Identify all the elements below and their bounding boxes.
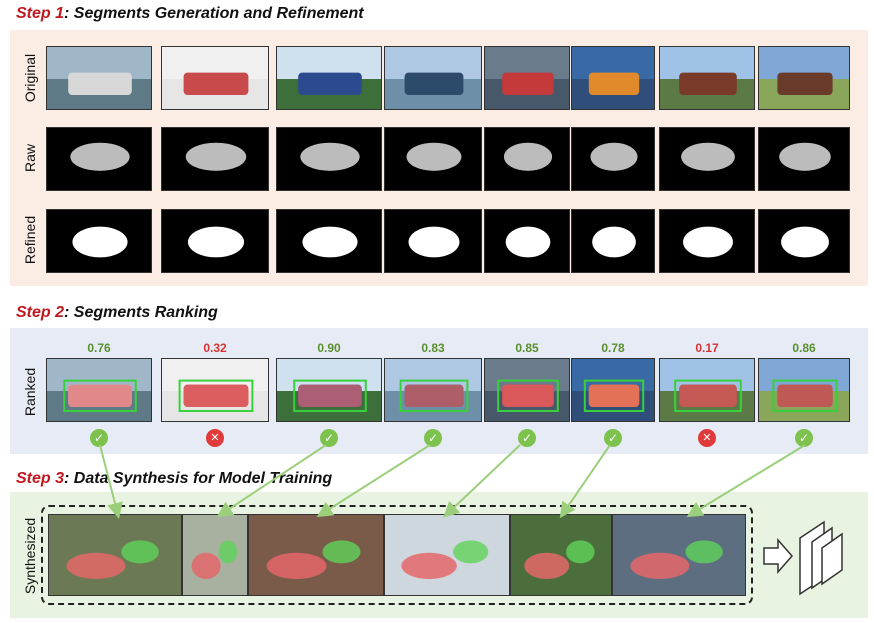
step2-number: Step 2 (16, 304, 65, 321)
step1-title: Step 1: Segments Generation and Refineme… (16, 5, 364, 23)
synthesized-tile (384, 514, 510, 596)
step1-label: : Segments Generation and Refinement (64, 5, 364, 22)
row-label-original: Original (22, 53, 38, 103)
step2-label: : Segments Ranking (64, 304, 218, 321)
original-tile (161, 46, 269, 110)
raw-tile (276, 127, 382, 191)
model-training-icon (763, 520, 843, 596)
row-label-synthesized: Synthesized (22, 517, 38, 595)
ranking-score: 0.85 (515, 341, 539, 355)
check-icon: ✓ (424, 429, 442, 447)
right-arrow-icon (763, 538, 793, 574)
original-tile (758, 46, 850, 110)
refined-tile (571, 209, 655, 273)
check-icon: ✓ (518, 429, 536, 447)
refined-tile (276, 209, 382, 273)
synthesized-tile (48, 514, 182, 596)
ranked-tile (659, 358, 755, 422)
check-icon: ✓ (90, 429, 108, 447)
row-label-ranked: Ranked (22, 367, 38, 417)
refined-tile (161, 209, 269, 273)
original-tile (484, 46, 570, 110)
ranked-tile (46, 358, 152, 422)
synthesized-tile (510, 514, 612, 596)
step3-title: Step 3: Data Synthesis for Model Trainin… (16, 470, 332, 488)
ranking-score: 0.78 (601, 341, 625, 355)
ranking-score: 0.86 (792, 341, 816, 355)
row-label-refined: Refined (22, 215, 38, 265)
refined-tile (659, 209, 755, 273)
ranked-tile (484, 358, 570, 422)
synthesized-tile (612, 514, 746, 596)
step3-label: : Data Synthesis for Model Training (64, 470, 333, 487)
check-icon: ✓ (320, 429, 338, 447)
refined-tile (758, 209, 850, 273)
raw-tile (161, 127, 269, 191)
ranked-tile (384, 358, 482, 422)
check-icon: ✓ (604, 429, 622, 447)
raw-tile (484, 127, 570, 191)
ranking-score: 0.17 (695, 341, 719, 355)
row-label-raw: Raw (22, 144, 38, 173)
step3-number: Step 3 (16, 470, 65, 487)
original-tile (571, 46, 655, 110)
original-tile (384, 46, 482, 110)
ranking-score: 0.90 (317, 341, 341, 355)
synthesized-tile (248, 514, 384, 596)
check-icon: ✓ (795, 429, 813, 447)
refined-tile (46, 209, 152, 273)
raw-tile (384, 127, 482, 191)
original-tile (659, 46, 755, 110)
step1-number: Step 1 (16, 5, 65, 22)
ranked-tile (571, 358, 655, 422)
ranked-tile (161, 358, 269, 422)
cross-icon: ✕ (206, 429, 224, 447)
ranking-score: 0.32 (203, 341, 227, 355)
refined-tile (384, 209, 482, 273)
raw-tile (571, 127, 655, 191)
ranked-tile (758, 358, 850, 422)
raw-tile (758, 127, 850, 191)
original-tile (46, 46, 152, 110)
raw-tile (659, 127, 755, 191)
synthesized-tile (182, 514, 248, 596)
refined-tile (484, 209, 570, 273)
ranking-score: 0.76 (87, 341, 111, 355)
raw-tile (46, 127, 152, 191)
original-tile (276, 46, 382, 110)
network-layers-icon (799, 520, 843, 596)
step2-title: Step 2: Segments Ranking (16, 304, 218, 322)
ranked-tile (276, 358, 382, 422)
ranking-score: 0.83 (421, 341, 445, 355)
cross-icon: ✕ (698, 429, 716, 447)
